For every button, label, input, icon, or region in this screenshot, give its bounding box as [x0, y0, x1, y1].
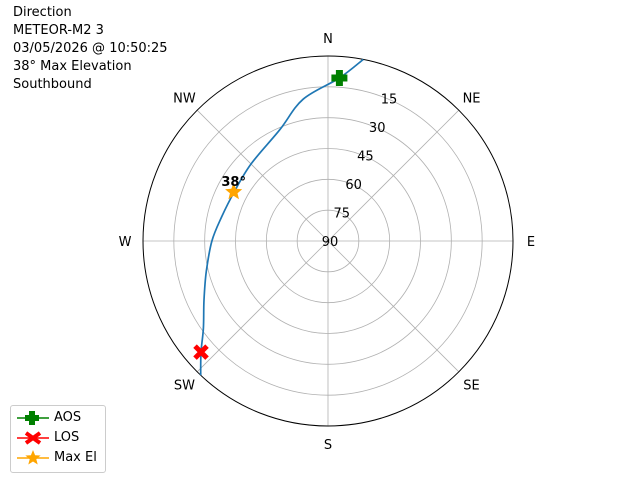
radial-tick-label: 75	[334, 207, 351, 222]
title-line: Direction	[13, 5, 72, 20]
max-el-label: 38°	[221, 175, 246, 190]
grid-spoke	[327, 109, 460, 242]
grid-spoke	[327, 240, 460, 373]
radial-tick-label: 15	[381, 93, 398, 108]
title-line: Southbound	[13, 77, 92, 92]
radial-tick-label: 60	[345, 178, 362, 193]
radial-tick-label: 30	[369, 121, 386, 136]
title-line: 03/05/2026 @ 10:50:25	[13, 41, 168, 56]
direction-label-e: E	[527, 235, 535, 250]
max-el-marker	[225, 182, 243, 200]
direction-label-sw: SW	[174, 379, 195, 394]
title-line: 38° Max Elevation	[13, 59, 132, 74]
direction-label-se: SE	[463, 379, 479, 394]
chart-title: Direction METEOR-M2 3 03/05/2026 @ 10:50…	[13, 4, 168, 94]
radial-tick-label: 90	[322, 235, 339, 250]
direction-label-ne: NE	[463, 91, 481, 106]
direction-label-s: S	[324, 438, 332, 453]
grid-spoke	[196, 109, 329, 242]
radial-tick-label: 45	[357, 150, 374, 165]
legend-item-max-el: Max El	[11, 448, 105, 468]
pass-track-line	[199, 58, 364, 376]
legend-label: AOS	[54, 410, 82, 425]
star-legend-icon	[17, 450, 49, 465]
plot-outline	[142, 55, 514, 427]
direction-label-nw: NW	[173, 91, 196, 106]
direction-label-n: N	[323, 32, 333, 47]
legend-label: Max El	[54, 450, 97, 465]
legend-label: LOS	[54, 430, 80, 445]
los-marker	[193, 344, 209, 360]
direction-label-w: W	[119, 235, 132, 250]
title-line: METEOR-M2 3	[13, 23, 104, 38]
aos-marker	[331, 69, 348, 86]
aos-legend-icon	[17, 411, 49, 425]
legend: AOS LOS Max El	[10, 405, 106, 473]
legend-item-los: LOS	[11, 428, 105, 448]
los-legend-icon	[17, 431, 49, 445]
grid-spoke	[196, 240, 329, 373]
legend-item-aos: AOS	[11, 408, 105, 428]
